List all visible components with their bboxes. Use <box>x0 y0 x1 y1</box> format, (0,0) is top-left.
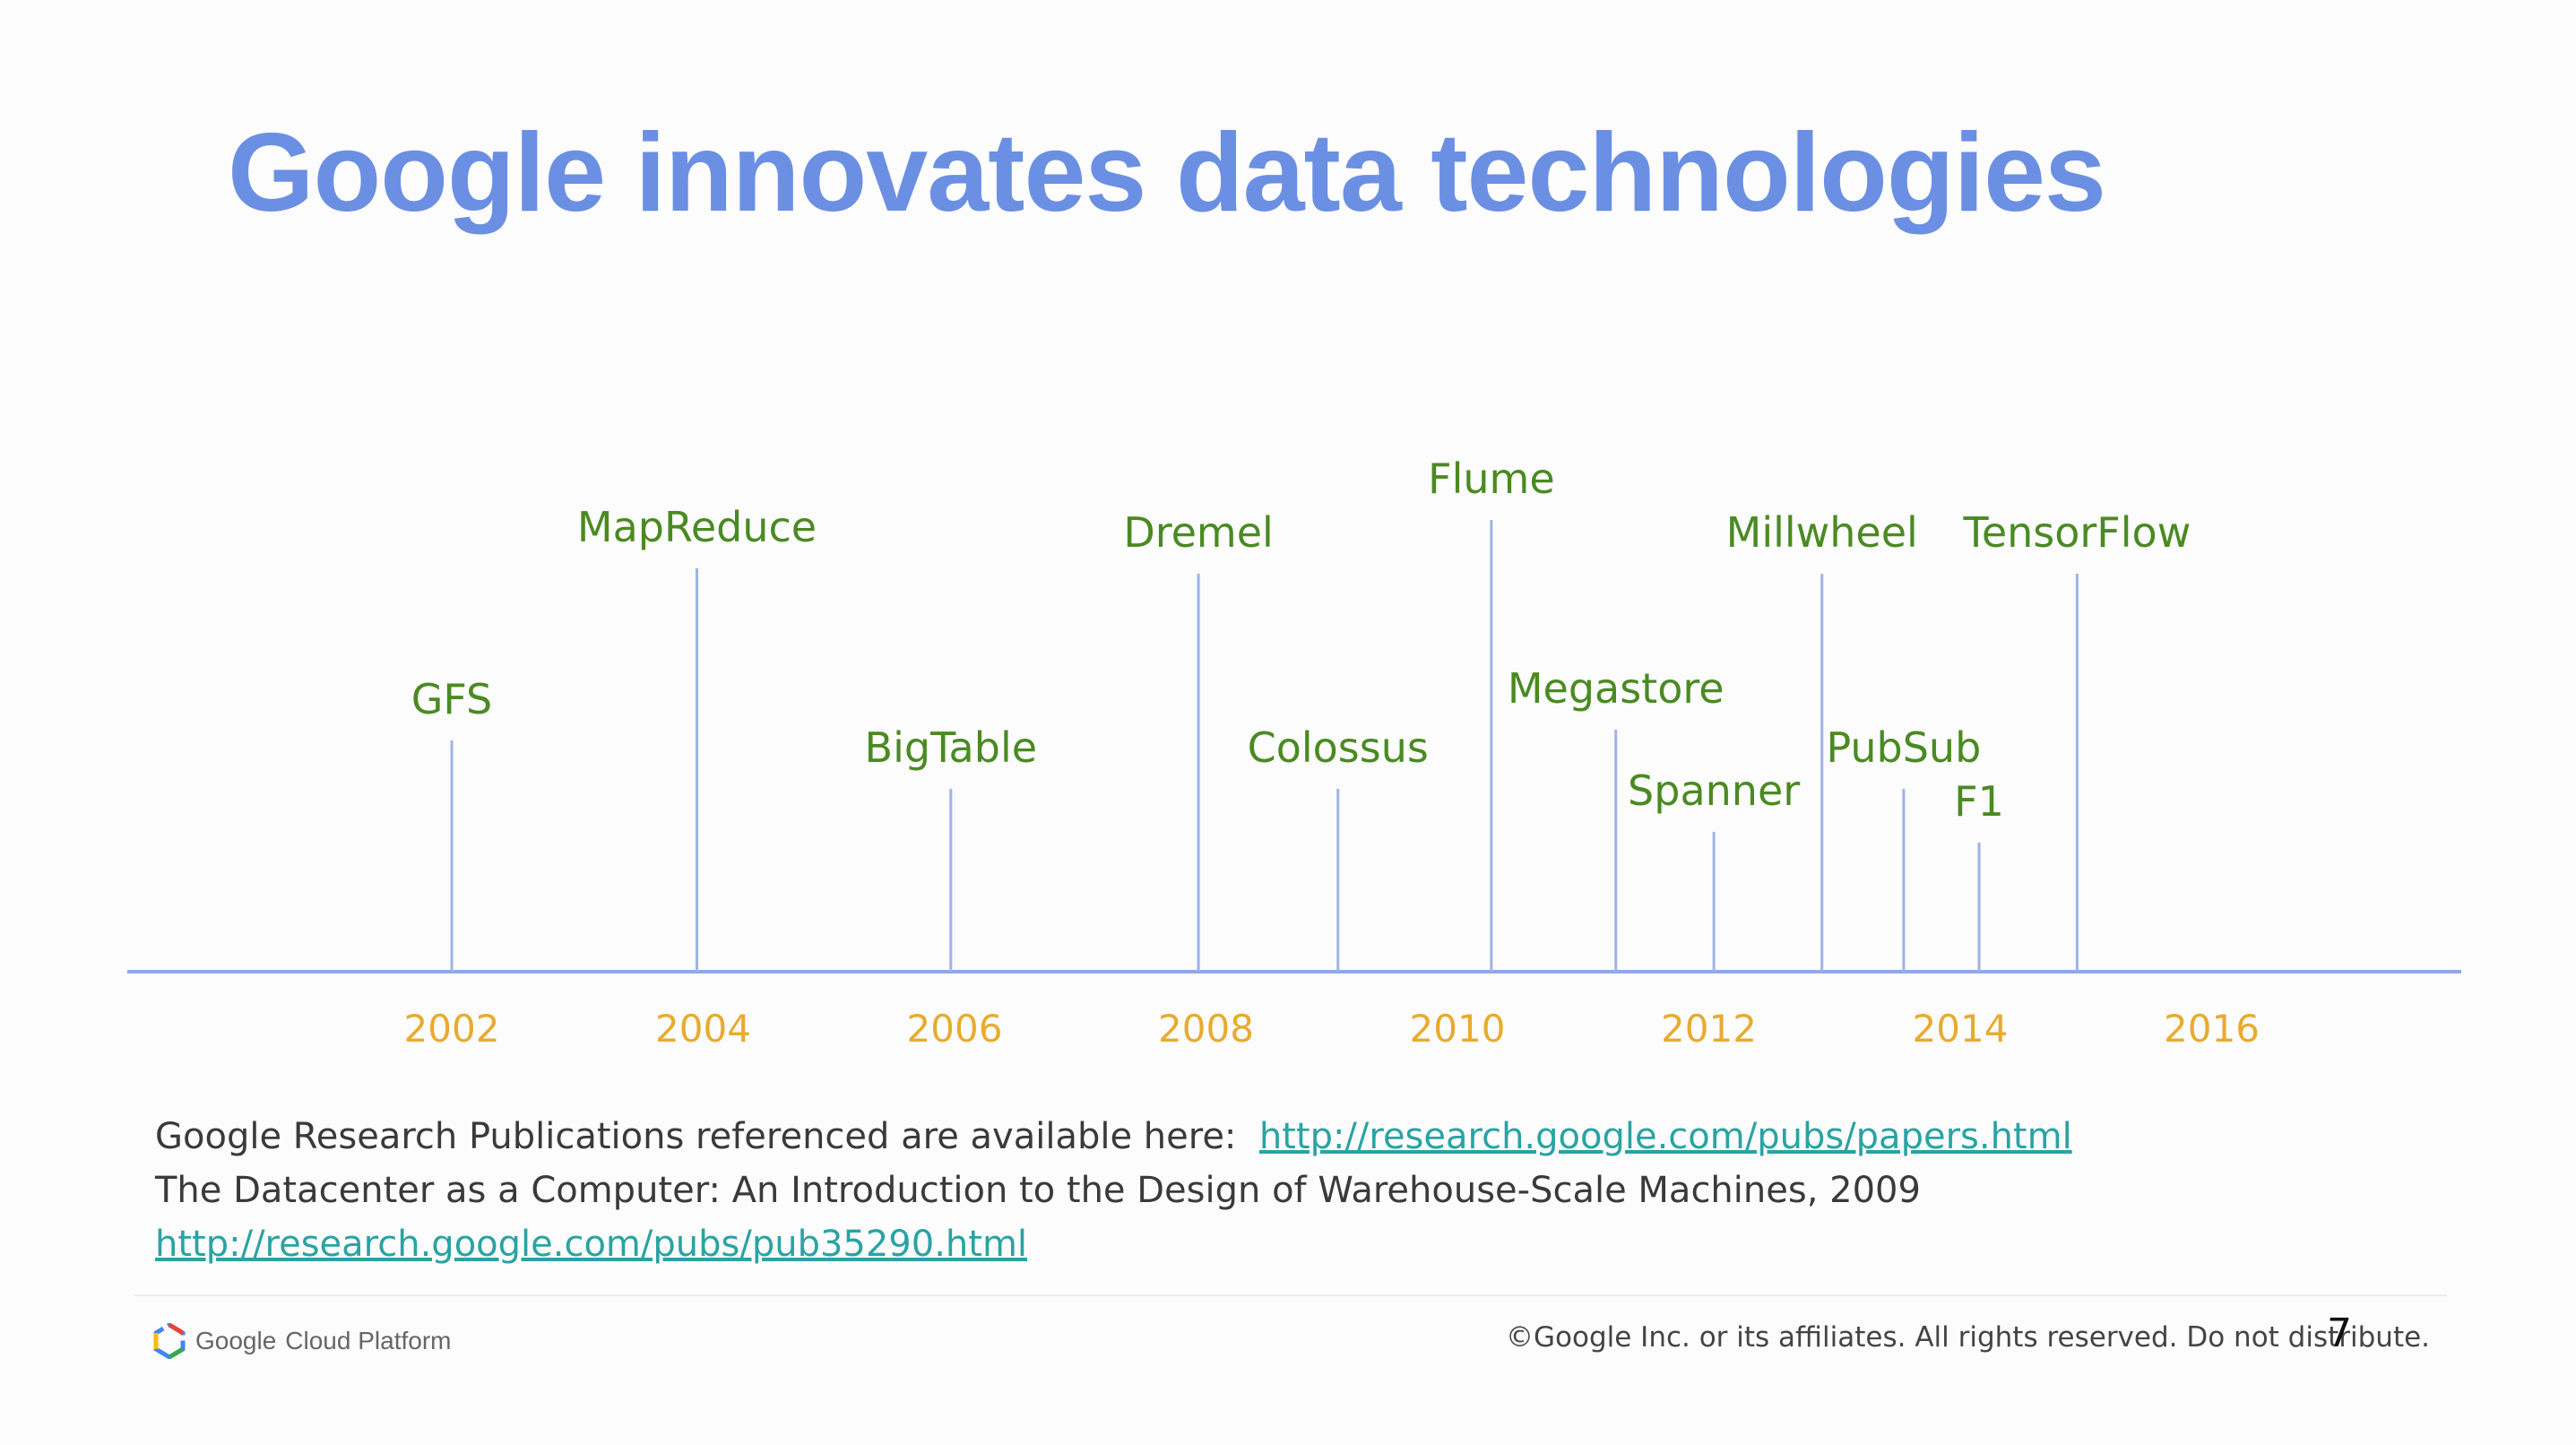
event-label: MapReduce <box>577 503 817 551</box>
references-block: Google Research Publications referenced … <box>155 1110 2072 1271</box>
reference-line-1: Google Research Publications referenced … <box>155 1110 2072 1164</box>
event-label: Flume <box>1428 454 1555 503</box>
year-tick-label: 2006 <box>907 1007 1003 1051</box>
timeline-chart: 2002 2004 2006 2008 2010 2012 2014 2016 GFS MapRe… <box>127 454 2461 1051</box>
pub35290-link[interactable]: http://research.google.com/pubs/pub35290… <box>155 1224 1028 1265</box>
event-label: TensorFlow <box>1963 508 2191 557</box>
event-label: Colossus <box>1248 723 1429 772</box>
event-label: Dremel <box>1123 508 1274 557</box>
event-label: Megastore <box>1508 664 1725 713</box>
reference-line-2: The Datacenter as a Computer: An Introdu… <box>155 1170 1921 1211</box>
event-label: GFS <box>411 675 493 723</box>
year-tick-label: 2002 <box>404 1007 500 1051</box>
year-tick-label: 2014 <box>1913 1007 2009 1051</box>
papers-link[interactable]: http://research.google.com/pubs/papers.h… <box>1258 1116 2072 1157</box>
event-label: PubSub <box>1826 723 1981 772</box>
page-number: 7 <box>2327 1311 2352 1356</box>
reference-line-1-text: Google Research Publications referenced … <box>155 1116 1237 1157</box>
year-tick-label: 2016 <box>2164 1007 2260 1051</box>
year-tick-label: 2008 <box>1158 1007 1254 1051</box>
year-tick-label: 2010 <box>1410 1007 1506 1051</box>
event-label: Spanner <box>1628 766 1800 815</box>
google-cloud-hexagon-icon <box>152 1323 186 1359</box>
copyright-notice: ©Google Inc. or its affiliates. All righ… <box>1506 1321 2431 1354</box>
year-tick-label: 2012 <box>1661 1007 1757 1051</box>
reference-line-3: http://research.google.com/pubs/pub35290… <box>155 1217 2072 1271</box>
slide-frame <box>127 0 2456 1445</box>
footer-divider <box>134 1294 2447 1296</box>
logo-product-word: Cloud Platform <box>285 1327 452 1354</box>
logo-google-word: Google <box>195 1327 277 1354</box>
slide-title: Google innovates data technologies <box>228 111 2106 235</box>
event-label: BigTable <box>865 723 1038 772</box>
google-cloud-platform-logo: Google Cloud Platform <box>152 1321 451 1361</box>
year-tick-label: 2004 <box>655 1007 751 1051</box>
event-label: F1 <box>1954 777 2004 826</box>
event-label: Millwheel <box>1726 508 1918 557</box>
